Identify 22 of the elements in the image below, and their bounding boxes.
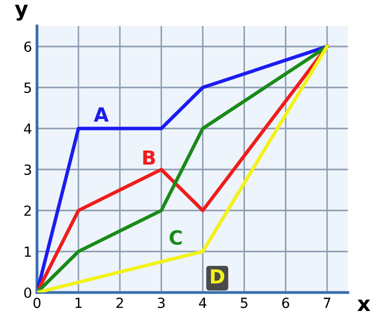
- x-tick-label: 7: [324, 298, 330, 308]
- x-tick-label: 5: [240, 298, 248, 308]
- y-tick-label: 1: [24, 246, 31, 257]
- x-tick-label: 2: [116, 298, 123, 308]
- y-tick-label: 2: [24, 205, 31, 216]
- x-tick-label: 1: [76, 298, 82, 308]
- x-tick-label: 3: [158, 298, 165, 308]
- series-label: D: [210, 269, 224, 284]
- y-axis-title: y: [14, 4, 28, 21]
- series-label: C: [170, 230, 182, 245]
- series-label: B: [143, 150, 155, 165]
- y-tick-label: 4: [24, 124, 32, 134]
- x-tick-label: 0: [33, 298, 40, 308]
- line-series: [37, 44, 329, 292]
- y-tick-label: 0: [24, 287, 32, 298]
- series-label: A: [94, 107, 109, 122]
- x-tick-label: 4: [199, 298, 206, 308]
- y-tick-label: 5: [24, 82, 31, 93]
- x-tick-label: 6: [282, 298, 290, 308]
- y-tick-label: 6: [24, 41, 32, 52]
- y-tick-label: 3: [24, 164, 32, 175]
- x-axis-title: x: [357, 300, 370, 311]
